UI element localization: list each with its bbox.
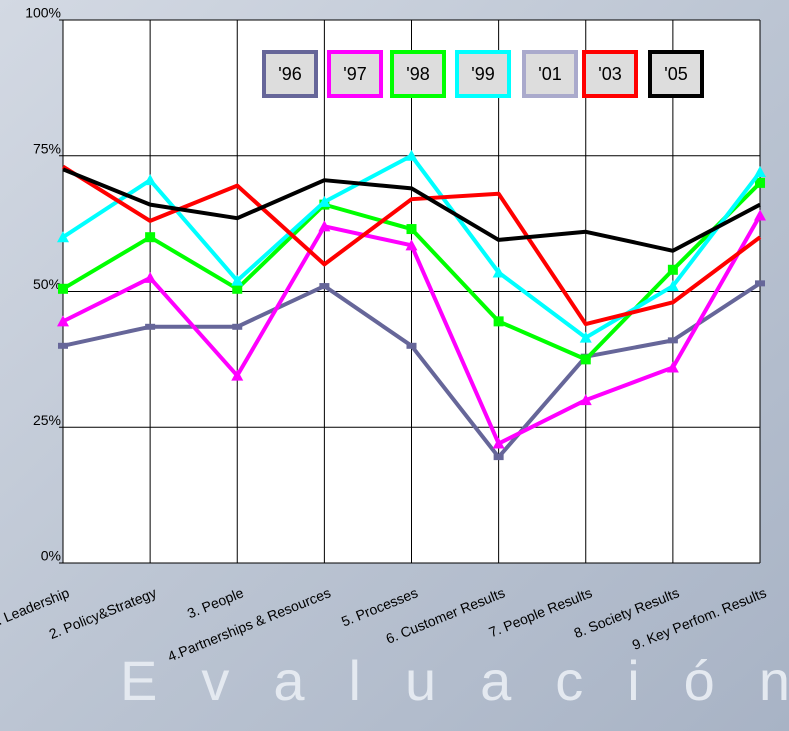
marker bbox=[145, 232, 156, 243]
legend-swatch bbox=[582, 50, 638, 98]
marker bbox=[406, 342, 417, 349]
marker bbox=[492, 437, 505, 449]
marker bbox=[145, 323, 156, 330]
watermark: Evaluación EFQM bbox=[120, 649, 789, 712]
marker bbox=[232, 283, 243, 294]
marker bbox=[755, 280, 765, 287]
marker bbox=[580, 354, 591, 365]
legend-swatch bbox=[327, 50, 383, 98]
legend-swatch bbox=[455, 50, 511, 98]
marker bbox=[144, 271, 157, 283]
marker bbox=[406, 224, 417, 235]
y-tick-label: 100% bbox=[25, 5, 61, 21]
marker bbox=[667, 264, 678, 275]
marker bbox=[754, 209, 766, 221]
marker bbox=[666, 280, 679, 292]
marker bbox=[318, 195, 331, 207]
legend-label: '05 bbox=[664, 64, 687, 84]
marker bbox=[493, 454, 504, 461]
y-tick-label: 50% bbox=[33, 276, 61, 292]
legend-label: '97 bbox=[343, 64, 366, 84]
marker bbox=[492, 266, 505, 278]
marker bbox=[231, 274, 244, 286]
y-tick-label: 75% bbox=[33, 140, 61, 156]
legend-swatch bbox=[648, 50, 704, 98]
marker bbox=[579, 394, 592, 406]
marker bbox=[318, 220, 331, 232]
marker bbox=[405, 149, 418, 161]
marker bbox=[231, 369, 244, 381]
marker bbox=[493, 316, 504, 327]
legend-swatch bbox=[262, 50, 318, 98]
y-tick-label: 25% bbox=[33, 412, 61, 428]
marker bbox=[666, 361, 679, 373]
marker bbox=[754, 166, 766, 178]
legend-label: '03 bbox=[598, 64, 621, 84]
marker bbox=[57, 315, 69, 327]
marker bbox=[58, 342, 68, 349]
marker bbox=[58, 283, 68, 294]
marker bbox=[667, 337, 678, 344]
marker bbox=[755, 177, 765, 188]
marker bbox=[405, 239, 418, 251]
legend-label: '01 bbox=[538, 64, 561, 84]
legend-label: '98 bbox=[406, 64, 429, 84]
legend-swatch bbox=[390, 50, 446, 98]
legend-label: '96 bbox=[278, 64, 301, 84]
legend-swatch bbox=[522, 50, 578, 98]
marker bbox=[57, 231, 69, 243]
marker bbox=[319, 283, 330, 290]
y-tick-label: 0% bbox=[41, 548, 61, 564]
marker bbox=[579, 331, 592, 343]
series-line bbox=[62, 167, 761, 253]
legend-label: '99 bbox=[471, 64, 494, 84]
marker bbox=[144, 174, 157, 186]
marker bbox=[232, 323, 243, 330]
